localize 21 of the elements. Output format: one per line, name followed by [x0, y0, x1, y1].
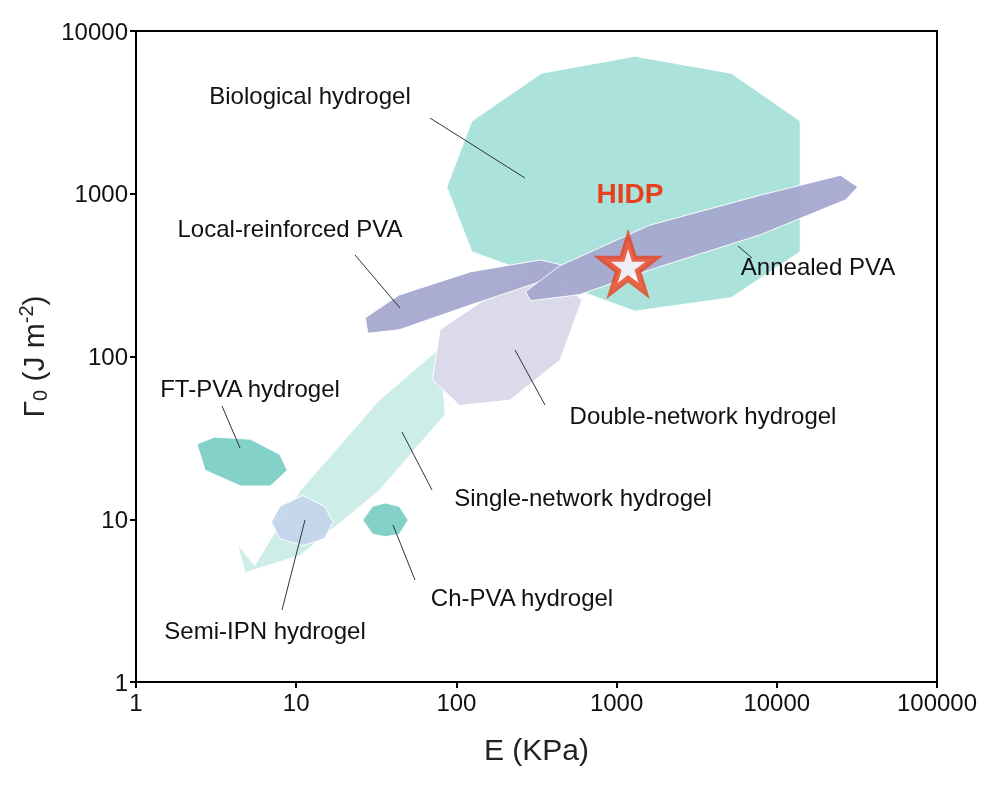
text: Local-reinforced PVA [177, 214, 403, 242]
series-label: HIDP [596, 177, 664, 209]
y-tick-label: 1000 [74, 180, 128, 208]
y-tick-label: 1 [114, 668, 128, 696]
y-tick-label: 100 [87, 343, 128, 370]
x-tick-label: 10000 [743, 688, 811, 716]
y-tick-label: 10 [101, 505, 128, 533]
y-axis-title: Γ0 (J m-2) [15, 295, 52, 418]
series-label: Double-network hydrogel [569, 401, 837, 429]
y-tick-label: 10000 [61, 17, 128, 45]
series-label: Annealed PVA [740, 252, 896, 280]
x-axis-title: E (KPa) [483, 732, 590, 766]
x-tick-label: 100000 [896, 688, 978, 716]
text: Single-network hydrogel [454, 483, 712, 511]
text: Ch-PVA hydrogel [430, 583, 614, 611]
text: FT-PVA hydrogel [160, 374, 340, 402]
text: Biological hydrogel [209, 81, 411, 109]
x-tick-label: 10 [282, 688, 310, 716]
x-tick-label: 100 [436, 688, 477, 716]
x-tick-label: 1000 [589, 688, 644, 716]
text: Semi-IPN hydrogel [164, 616, 366, 644]
